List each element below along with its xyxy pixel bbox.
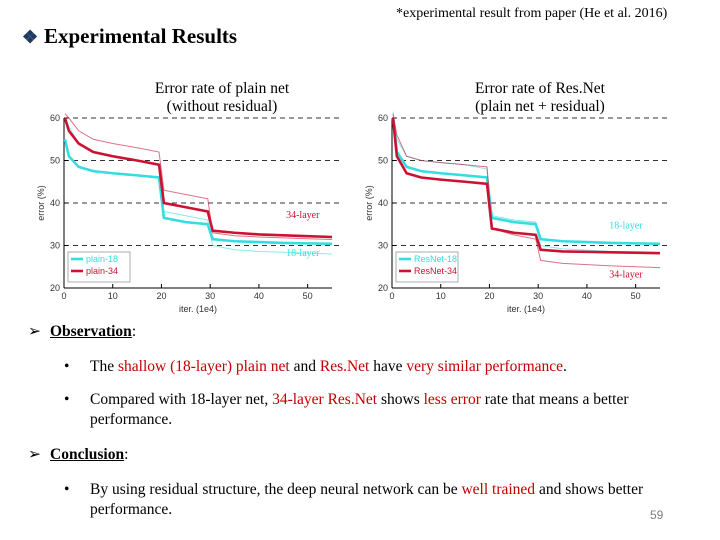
plain-chart-x-tick-label: 20 (156, 291, 166, 301)
resnet-chart-x-tick-label: 30 (533, 291, 543, 301)
resnet-error-chart: 20 30 40 50 60 0 10 20 30 40 50 iter. (1e4) error (%… (364, 111, 668, 314)
plain-chart-x-axis-label: iter. (1e4) (179, 304, 217, 314)
resnet-chart-y-tick-label: 40 (378, 198, 388, 208)
plain-chart-legend-box (67, 251, 131, 283)
plain-chart-y-tick-label: 60 (50, 113, 60, 123)
observation-colon: : (131, 323, 137, 340)
observation-heading: ➢ Observation: (28, 322, 136, 341)
plain-chart-x-tick-label: 10 (108, 291, 118, 301)
observation-item-1-text-part: Res.Net (319, 358, 370, 375)
plain-chart-annotation-0: 34-layer (286, 210, 320, 221)
conclusion-item-1: • By using residual structure, the deep n… (64, 480, 690, 520)
conclusion-item-1-bullet: • (64, 481, 70, 498)
plain-chart-y-tick-label: 30 (50, 241, 60, 251)
resnet-chart-x-tick-label: 0 (389, 291, 394, 301)
resnet-chart-series-1-line (391, 117, 661, 255)
arrow-bullet-icon: ➢ (28, 446, 41, 463)
observation-item-1-text-part: . (563, 358, 567, 375)
conclusion-item-1-text-part: and shows better performance. (90, 481, 644, 518)
plain-chart-legend-label: plain-18 (86, 254, 118, 264)
resnet-chart-series-0-train-line (392, 111, 661, 254)
resnet-chart-y-axis-label: error (%) (364, 185, 374, 221)
chart-caption-plain-line2: (without residual) (166, 98, 278, 115)
plain-chart-series-0-line (63, 138, 333, 246)
plain-chart-series-1-train-line (64, 113, 333, 241)
observation-item-1-text-part: very similar performance (406, 358, 564, 375)
plain-chart-y-axis-label: error (%) (36, 185, 46, 221)
resnet-chart-series-1-train-line (392, 113, 661, 269)
resnet-chart-legend-label: ResNet-34 (414, 266, 457, 276)
source-note: *experimental result from paper (He et a… (396, 6, 668, 21)
resnet-chart-x-tick-label: 40 (582, 291, 592, 301)
conclusion-colon: : (124, 446, 129, 463)
resnet-chart-x-tick-label: 50 (631, 291, 641, 301)
resnet-chart-annotation-1: 34-layer (609, 269, 643, 280)
resnet-chart-x-tick-label: 20 (484, 291, 494, 301)
observation-item-2-text-part: 34-layer Res.Net (272, 391, 378, 408)
conclusion-heading: ➢ Conclusion: (28, 445, 128, 464)
resnet-chart-y-tick-label: 50 (378, 156, 388, 166)
plain-chart-series-1-line (63, 117, 333, 239)
observation-item-1-text-part: shallow (18-layer) plain net (117, 358, 290, 375)
chart-caption-resnet: Error rate of Res.Net (plain net + resid… (444, 80, 636, 116)
chart-caption-plain: Error rate of plain net (without residua… (130, 80, 314, 116)
conclusion-item-1-text-part: By using residual structure, the deep ne… (90, 481, 462, 498)
resnet-chart-annotation-0: 18-layer (609, 221, 643, 232)
plain-chart-x-tick-label: 30 (205, 291, 215, 301)
observation-item-1-text-part: have (369, 358, 407, 375)
plain-chart-y-tick-label: 40 (50, 198, 60, 208)
observation-item-1-text-part: and (289, 358, 320, 375)
observation-item-2: • Compared with 18-layer net, 34-layer Re… (64, 390, 670, 430)
observation-item-2-text-part: rate that means a better performance. (90, 391, 629, 428)
plain-chart-series-0-train-line (64, 117, 333, 255)
resnet-chart-y-tick-label: 20 (378, 283, 388, 293)
observation-item-1-text-part: The (90, 358, 118, 375)
observation-item-2-text-part: less error (423, 391, 481, 408)
chart-caption-resnet-line2: (plain net + residual) (475, 98, 605, 115)
slide-title: ❖ Experimental Results (22, 24, 237, 49)
observation-item-1: • The shallow (18-layer) plain net and Re… (64, 357, 670, 377)
plain-net-error-chart: 20 30 40 50 60 0 10 20 30 40 50 iter. (1e4) error (%… (36, 113, 340, 314)
resnet-chart-x-tick-label: 10 (436, 291, 446, 301)
resnet-chart-legend-label: ResNet-18 (414, 254, 457, 264)
resnet-chart-y-tick-label: 60 (378, 113, 388, 123)
diamond-bullet-icon: ❖ (22, 27, 39, 47)
plain-chart-y-tick-label: 50 (50, 156, 60, 166)
arrow-bullet-icon: ➢ (28, 323, 41, 340)
page-number: 59 (650, 508, 664, 522)
slide-title-text: Experimental Results (44, 24, 238, 48)
plain-chart-x-tick-label: 0 (61, 291, 66, 301)
plain-chart-annotation-1: 18-layer (286, 248, 320, 259)
plain-chart-y-tick-label: 20 (50, 283, 60, 293)
resnet-chart-x-axis-label: iter. (1e4) (507, 304, 545, 314)
observation-item-2-text-part: Compared with 18-layer net, (90, 391, 273, 408)
chart-caption-plain-line1: Error rate of plain net (154, 80, 290, 97)
observation-item-2-text-part: shows (377, 391, 424, 408)
observation-item-1-bullet: • (64, 358, 70, 375)
resnet-chart-y-tick-label: 30 (378, 241, 388, 251)
plain-chart-x-tick-label: 40 (254, 291, 264, 301)
observation-item-2-bullet: • (64, 391, 70, 408)
plain-chart-legend-label: plain-34 (86, 266, 118, 276)
resnet-chart-legend-box (395, 251, 459, 283)
conclusion-heading-text: Conclusion (50, 446, 125, 463)
conclusion-item-1-text-part: well trained (461, 481, 536, 498)
chart-caption-resnet-line1: Error rate of Res.Net (475, 80, 605, 97)
plain-chart-x-tick-label: 50 (303, 291, 313, 301)
observation-heading-text: Observation (50, 323, 132, 340)
resnet-chart-series-0-line (391, 117, 661, 246)
